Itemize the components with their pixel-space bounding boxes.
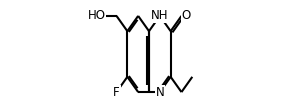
Text: F: F [113,86,120,99]
Text: NH: NH [151,9,169,22]
Text: N: N [156,86,164,99]
Text: O: O [182,9,191,22]
Text: HO: HO [88,9,105,22]
